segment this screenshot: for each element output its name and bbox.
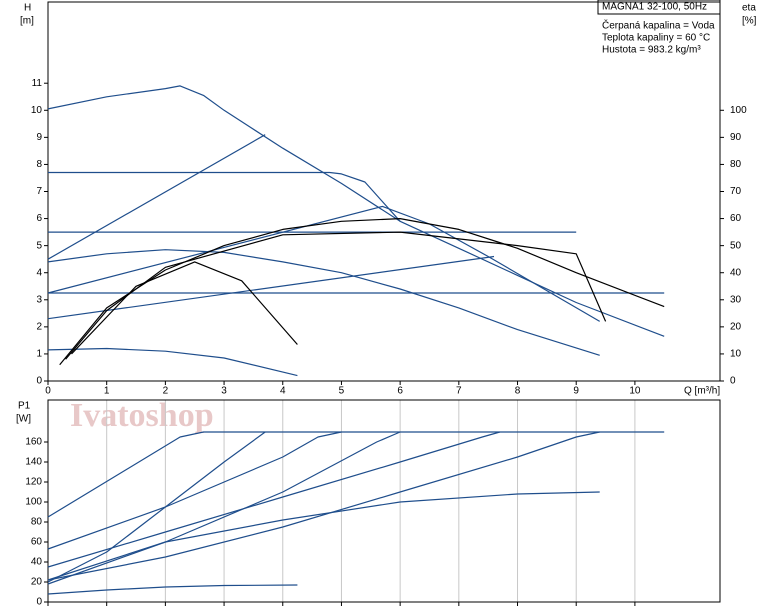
- y-tick-label: 20: [31, 577, 43, 588]
- y-tick-label: 3: [36, 294, 42, 305]
- y-tick-label: 120: [25, 477, 42, 488]
- y-tick-label: 4: [36, 267, 42, 278]
- y-tick-label: 7: [36, 186, 42, 197]
- annotation: Teplota kapaliny = 60 °C: [602, 33, 710, 44]
- y-tick-label: 2: [36, 321, 42, 332]
- y2-tick-label: 80: [730, 159, 742, 170]
- watermark: Ivatoshop: [70, 397, 214, 434]
- curve: [47, 491, 600, 585]
- y2-axis-label: eta: [742, 3, 756, 14]
- efficiency-curve: [71, 261, 298, 355]
- y2-tick-label: 60: [730, 213, 742, 224]
- y2-tick-label: 70: [730, 186, 742, 197]
- y2-tick-label: 10: [730, 349, 742, 360]
- y-tick-label: 1: [36, 349, 42, 360]
- efficiency-curve: [65, 231, 607, 360]
- y-tick-label: 9: [36, 132, 42, 143]
- y-axis-unit: [m]: [20, 16, 34, 27]
- x-tick-label: 1: [104, 386, 110, 397]
- x-tick-label: 3: [221, 386, 227, 397]
- curve: [47, 431, 665, 518]
- curve: [47, 134, 266, 260]
- y-tick-label: 0: [36, 376, 42, 387]
- x-tick-label: 8: [515, 386, 521, 397]
- y-tick-label: 140: [25, 457, 42, 468]
- y-tick-label: 80: [31, 517, 43, 528]
- x-tick-label: 5: [339, 386, 345, 397]
- curve: [47, 431, 342, 550]
- curve: [47, 431, 600, 581]
- x-tick-label: 6: [397, 386, 403, 397]
- efficiency-curve: [59, 218, 665, 366]
- y-axis-label: H: [24, 3, 31, 14]
- annotation: Hustota = 983.2 kg/m³: [602, 45, 701, 56]
- curve: [47, 431, 401, 581]
- y2-tick-label: 100: [730, 105, 747, 116]
- curve: [47, 584, 298, 595]
- y-tick-label: 60: [31, 537, 43, 548]
- x-axis-label: Q [m³/h]: [684, 386, 720, 397]
- x-tick-label: 10: [629, 386, 641, 397]
- curve: [47, 249, 600, 356]
- plot-frame: [47, 1, 721, 382]
- curve: [47, 431, 501, 568]
- y-tick-label: 6: [36, 213, 42, 224]
- curve: [47, 431, 266, 583]
- y2-tick-label: 0: [730, 376, 736, 387]
- annotation: Čerpaná kapalina = Voda: [602, 19, 715, 32]
- y-tick-label: 11: [32, 78, 43, 89]
- y-axis-label: P1: [18, 401, 31, 412]
- x-tick-label: 7: [456, 386, 462, 397]
- y-tick-label: 0: [36, 597, 42, 608]
- y-tick-label: 8: [36, 159, 42, 170]
- y2-tick-label: 20: [730, 321, 742, 332]
- y2-tick-label: 30: [730, 294, 742, 305]
- x-tick-label: 9: [573, 386, 579, 397]
- plot-frame: [47, 399, 721, 603]
- y-tick-label: 100: [25, 497, 42, 508]
- y-tick-label: 40: [31, 557, 43, 568]
- y2-tick-label: 40: [730, 267, 742, 278]
- y-tick-label: 160: [25, 437, 42, 448]
- x-tick-label: 4: [280, 386, 286, 397]
- y-axis-unit: [W]: [16, 414, 31, 425]
- chart-title: MAGNA1 32-100, 50Hz: [602, 2, 707, 13]
- y-tick-label: 5: [36, 240, 42, 251]
- curve: [48, 171, 401, 222]
- y-tick-label: 10: [31, 105, 43, 116]
- curve: [47, 347, 298, 377]
- x-tick-label: 2: [163, 386, 169, 397]
- curve: [47, 255, 495, 320]
- y2-tick-label: 90: [730, 132, 742, 143]
- curve: [47, 85, 665, 337]
- y2-axis-unit: [%]: [742, 16, 757, 27]
- y2-tick-label: 50: [730, 240, 742, 251]
- x-tick-label: 0: [45, 386, 51, 397]
